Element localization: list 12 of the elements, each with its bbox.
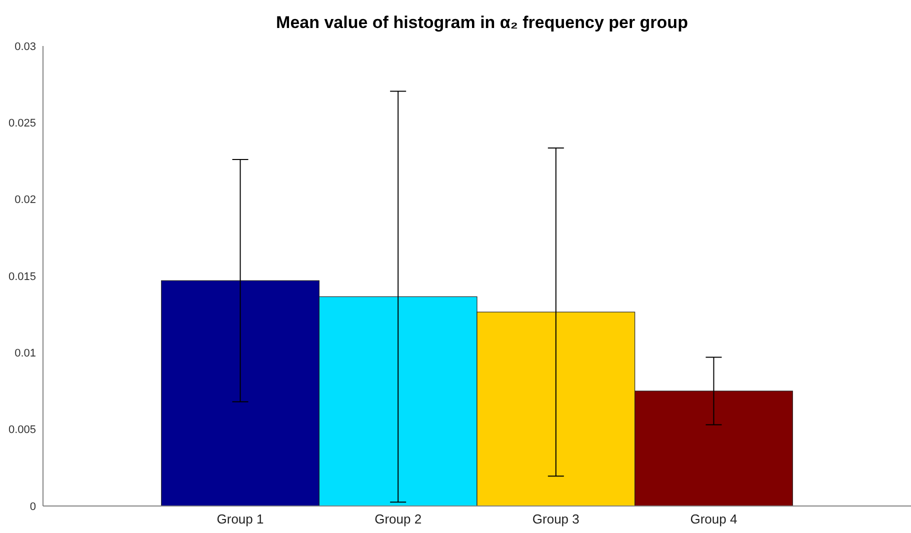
y-tick-label: 0.005 (8, 424, 36, 436)
x-tick-label: Group 3 (532, 512, 580, 527)
y-tick-label: 0.015 (8, 270, 36, 283)
y-tick-label: 0.02 (14, 194, 36, 206)
y-tick-label: 0.03 (14, 40, 36, 53)
y-tick-label: 0.01 (14, 348, 36, 360)
x-tick-label: Group 1 (216, 512, 264, 527)
chart-title: Mean value of histogram in α₂ frequency per group (276, 13, 688, 32)
x-tick-label: Group 2 (374, 512, 422, 527)
x-tick-label: Group 4 (690, 512, 738, 527)
y-tick-label: 0 (30, 500, 36, 513)
y-tick-label: 0.025 (8, 118, 36, 130)
